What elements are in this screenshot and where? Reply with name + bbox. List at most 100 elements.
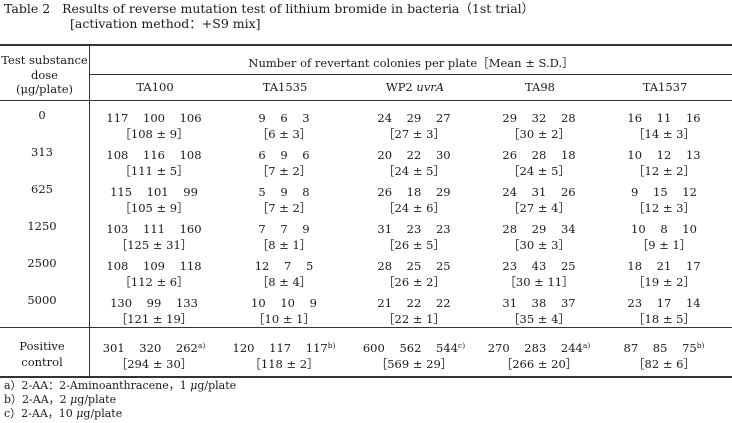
footnote-c: c）2-AA，10 μg/plate (4, 407, 123, 420)
top-rule (0, 44, 732, 46)
mean-sd: ［14 ± 3］ (633, 127, 695, 141)
mean-sd: ［24 ± 5］ (383, 164, 445, 178)
mean-sd: ［12 ± 2］ (633, 164, 695, 178)
table-cell: 10 10 9 ［10 ± 1］ (220, 293, 348, 327)
table-cell: 29 32 28 ［30 ± 2］ (475, 108, 603, 142)
colony-counts: 5 9 8 (258, 185, 310, 199)
mean-sd: ［7 ± 2］ (256, 201, 312, 215)
mean-sd: ［12 ± 3］ (633, 201, 695, 215)
mean-sd: ［111 ± 5］ (119, 164, 189, 178)
bottom-rule (0, 376, 732, 378)
mean-sd: ［26 ± 5］ (383, 238, 445, 252)
colony-counts: 600 562 544c) (362, 341, 466, 355)
colony-counts: 10 8 10 (631, 222, 697, 236)
colony-counts: 24 31 26 (502, 185, 576, 199)
table-cell: 7 7 9 ［8 ± 1］ (220, 219, 348, 253)
mean-sd: ［112 ± 6］ (119, 275, 189, 289)
dose-label: 313 (31, 145, 53, 159)
footnote-a: a）2-AA：2-Aminoanthracene，1 μg/plate (4, 379, 237, 392)
colony-counts: 120 117 117b) (232, 341, 336, 355)
table-cell: 28 25 25 ［26 ± 2］ (350, 256, 478, 290)
mean-sd: ［18 ± 5］ (633, 312, 695, 326)
footnote-b: b）2-AA，2 μg/plate (4, 393, 117, 406)
colony-counts: 270 283 244a) (487, 341, 591, 355)
colony-counts: 12 7 5 (254, 259, 314, 273)
header-rule (0, 100, 732, 101)
mean-sd: ［26 ± 2］ (383, 275, 445, 289)
mean-sd: ［294 ± 30］ (115, 357, 193, 371)
mean-sd: ［6 ± 3］ (256, 127, 312, 141)
dose-header-line-2: dose (31, 67, 58, 82)
mean-sd: ［8 ± 1］ (256, 238, 312, 252)
mean-sd: ［30 ± 11］ (504, 275, 574, 289)
dose-label: 5000 (27, 293, 57, 307)
mean-sd: ［30 ± 3］ (508, 238, 570, 252)
table-cell: 108 109 118 ［112 ± 6］ (90, 256, 218, 290)
table-cell: 23 43 25 ［30 ± 11］ (475, 256, 603, 290)
table-cell: 28 29 34 ［30 ± 3］ (475, 219, 603, 253)
positive-control-cell: 87 85 75b) ［82 ± 6］ (600, 338, 728, 372)
colony-counts: 7 7 9 (258, 222, 310, 236)
table-cell: 108 116 108 ［111 ± 5］ (90, 145, 218, 179)
colony-counts: 108 109 118 (106, 259, 202, 273)
mean-sd: ［125 ± 31］ (115, 238, 193, 252)
colony-counts: 117 100 106 (106, 111, 202, 125)
colony-counts: 108 116 108 (106, 148, 202, 162)
mean-sd: ［9 ± 1］ (636, 238, 692, 252)
group-header-rule (90, 74, 732, 75)
dose-header-line-1: Test substance (1, 53, 88, 67)
mean-sd: ［22 ± 1］ (383, 312, 445, 326)
table-cell: 115 101 99 ［105 ± 9］ (90, 182, 218, 216)
mean-sd: ［19 ± 2］ (633, 275, 695, 289)
mean-sd: ［27 ± 4］ (508, 201, 570, 215)
mean-sd: ［27 ± 3］ (383, 127, 445, 141)
mean-sd: ［121 ± 19］ (115, 312, 193, 326)
table-cell: 24 29 27 ［27 ± 3］ (350, 108, 478, 142)
colony-counts: 31 38 37 (502, 296, 576, 310)
mean-sd: ［30 ± 2］ (508, 127, 570, 141)
strain-name: WP2 (385, 80, 417, 94)
table-cell: 26 28 18 ［24 ± 5］ (475, 145, 603, 179)
colony-counts: 115 101 99 (110, 185, 198, 199)
colony-counts: 21 22 22 (377, 296, 451, 310)
colony-counts: 130 99 133 (110, 296, 198, 310)
positive-control-cell: 120 117 117b) ［118 ± 2］ (220, 338, 348, 372)
mean-sd: ［35 ± 4］ (508, 312, 570, 326)
colony-counts: 9 6 3 (258, 111, 310, 125)
footnote-marker: c) (458, 341, 466, 350)
mean-sd: ［108 ± 9］ (119, 127, 189, 141)
dose-label: 1250 (27, 219, 57, 233)
footnote-marker: b) (696, 341, 705, 350)
mean-sd: ［82 ± 6］ (633, 357, 695, 371)
positive-control-rule (0, 327, 732, 328)
colony-counts: 28 25 25 (377, 259, 451, 273)
colony-counts: 10 10 9 (251, 296, 317, 310)
table-cell: 10 12 13 ［12 ± 2］ (600, 145, 728, 179)
colony-counts: 6 9 6 (258, 148, 310, 162)
table-cell: 130 99 133 ［121 ± 19］ (90, 293, 218, 327)
table-cell: 20 22 30 ［24 ± 5］ (350, 145, 478, 179)
colony-counts: 23 17 14 (627, 296, 701, 310)
table-caption: Table 2 Results of reverse mutation test… (4, 1, 534, 31)
colony-counts: 29 32 28 (502, 111, 576, 125)
table-cell: 26 18 29 ［24 ± 6］ (350, 182, 478, 216)
positive-control-cell: 301 320 262a) ［294 ± 30］ (90, 338, 218, 372)
table-cell: 21 22 22 ［22 ± 1］ (350, 293, 478, 327)
mean-sd: ［24 ± 6］ (383, 201, 445, 215)
table-cell: 9 6 3 ［6 ± 3］ (220, 108, 348, 142)
revertant-group-header: Number of revertant colonies per plate［M… (248, 56, 574, 70)
positive-control-cell: 270 283 244a) ［266 ± 20］ (475, 338, 603, 372)
mean-sd: ［266 ± 20］ (500, 357, 578, 371)
table-cell: 18 21 17 ［19 ± 2］ (600, 256, 728, 290)
mean-sd: ［105 ± 9］ (119, 201, 189, 215)
colony-counts: 16 11 16 (627, 111, 701, 125)
table-cell: 117 100 106 ［108 ± 9］ (90, 108, 218, 142)
table-cell: 12 7 5 ［8 ± 4］ (220, 256, 348, 290)
colony-counts: 26 18 29 (377, 185, 451, 199)
table-cell: 10 8 10 ［9 ± 1］ (600, 219, 728, 253)
dose-label: 2500 (27, 256, 57, 270)
colony-counts: 18 21 17 (627, 259, 701, 273)
strain-header-ta1535: TA1535 (220, 80, 350, 94)
footnote-marker: a) (582, 341, 591, 350)
strain-header-ta1537: TA1537 (600, 80, 730, 94)
